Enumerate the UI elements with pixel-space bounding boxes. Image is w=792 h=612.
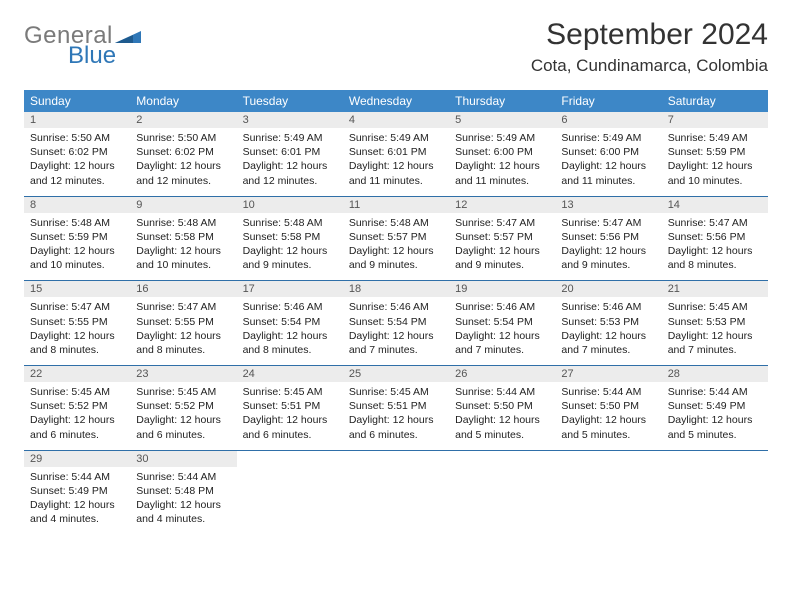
day-data-cell: Sunrise: 5:49 AMSunset: 5:59 PMDaylight:… bbox=[662, 128, 768, 196]
day-number: 2 bbox=[130, 112, 236, 128]
calendar-table: SundayMondayTuesdayWednesdayThursdayFrid… bbox=[24, 90, 768, 534]
day-data-cell: Sunrise: 5:47 AMSunset: 5:57 PMDaylight:… bbox=[449, 213, 555, 281]
day-number: 17 bbox=[237, 281, 343, 297]
day-number bbox=[237, 451, 343, 467]
logo: General Blue bbox=[24, 18, 141, 68]
day-number bbox=[555, 451, 661, 467]
logo-flag-icon bbox=[115, 25, 141, 47]
day-number: 5 bbox=[449, 112, 555, 128]
day-number: 7 bbox=[662, 112, 768, 128]
day-data-cell bbox=[343, 467, 449, 535]
day-data-cell bbox=[662, 467, 768, 535]
day-data-cell: Sunrise: 5:48 AMSunset: 5:58 PMDaylight:… bbox=[130, 213, 236, 281]
day-number: 4 bbox=[343, 112, 449, 128]
day-number-row: 15161718192021 bbox=[24, 281, 768, 297]
day-number: 29 bbox=[24, 451, 130, 467]
day-number-row: 22232425262728 bbox=[24, 366, 768, 382]
day-data-cell: Sunrise: 5:49 AMSunset: 6:01 PMDaylight:… bbox=[343, 128, 449, 196]
day-number: 23 bbox=[130, 366, 236, 382]
day-data-cell: Sunrise: 5:48 AMSunset: 5:58 PMDaylight:… bbox=[237, 213, 343, 281]
day-number: 22 bbox=[24, 366, 130, 382]
day-number: 30 bbox=[130, 451, 236, 467]
day-data-cell: Sunrise: 5:46 AMSunset: 5:53 PMDaylight:… bbox=[555, 297, 661, 365]
day-of-week-header: Monday bbox=[130, 90, 236, 112]
day-number: 24 bbox=[237, 366, 343, 382]
day-data-row: Sunrise: 5:47 AMSunset: 5:55 PMDaylight:… bbox=[24, 297, 768, 365]
day-data-cell: Sunrise: 5:48 AMSunset: 5:59 PMDaylight:… bbox=[24, 213, 130, 281]
day-number bbox=[343, 451, 449, 467]
day-data-row: Sunrise: 5:44 AMSunset: 5:49 PMDaylight:… bbox=[24, 467, 768, 535]
calendar-page: General Blue September 2024 Cota, Cundin… bbox=[0, 0, 792, 552]
day-number: 13 bbox=[555, 197, 661, 213]
day-number: 19 bbox=[449, 281, 555, 297]
day-of-week-header: Tuesday bbox=[237, 90, 343, 112]
day-number: 1 bbox=[24, 112, 130, 128]
day-of-week-header: Saturday bbox=[662, 90, 768, 112]
day-data-cell bbox=[237, 467, 343, 535]
day-number: 14 bbox=[662, 197, 768, 213]
day-data-cell: Sunrise: 5:44 AMSunset: 5:48 PMDaylight:… bbox=[130, 467, 236, 535]
day-of-week-header: Thursday bbox=[449, 90, 555, 112]
day-data-cell: Sunrise: 5:45 AMSunset: 5:51 PMDaylight:… bbox=[237, 382, 343, 450]
day-number: 26 bbox=[449, 366, 555, 382]
day-data-cell: Sunrise: 5:46 AMSunset: 5:54 PMDaylight:… bbox=[237, 297, 343, 365]
day-data-cell: Sunrise: 5:47 AMSunset: 5:55 PMDaylight:… bbox=[24, 297, 130, 365]
day-of-week-row: SundayMondayTuesdayWednesdayThursdayFrid… bbox=[24, 90, 768, 112]
day-number: 16 bbox=[130, 281, 236, 297]
day-data-cell: Sunrise: 5:45 AMSunset: 5:53 PMDaylight:… bbox=[662, 297, 768, 365]
day-number: 12 bbox=[449, 197, 555, 213]
day-number: 25 bbox=[343, 366, 449, 382]
day-data-cell: Sunrise: 5:46 AMSunset: 5:54 PMDaylight:… bbox=[449, 297, 555, 365]
day-data-cell: Sunrise: 5:44 AMSunset: 5:50 PMDaylight:… bbox=[449, 382, 555, 450]
day-number: 8 bbox=[24, 197, 130, 213]
day-number-row: 891011121314 bbox=[24, 197, 768, 213]
day-number: 21 bbox=[662, 281, 768, 297]
day-data-row: Sunrise: 5:48 AMSunset: 5:59 PMDaylight:… bbox=[24, 213, 768, 281]
day-number: 3 bbox=[237, 112, 343, 128]
day-data-row: Sunrise: 5:45 AMSunset: 5:52 PMDaylight:… bbox=[24, 382, 768, 450]
day-data-cell: Sunrise: 5:46 AMSunset: 5:54 PMDaylight:… bbox=[343, 297, 449, 365]
day-number-row: 2930 bbox=[24, 451, 768, 467]
day-data-cell: Sunrise: 5:49 AMSunset: 6:00 PMDaylight:… bbox=[449, 128, 555, 196]
month-title: September 2024 bbox=[531, 18, 768, 52]
day-data-cell bbox=[449, 467, 555, 535]
day-number bbox=[662, 451, 768, 467]
day-data-cell: Sunrise: 5:50 AMSunset: 6:02 PMDaylight:… bbox=[130, 128, 236, 196]
day-data-cell: Sunrise: 5:44 AMSunset: 5:50 PMDaylight:… bbox=[555, 382, 661, 450]
day-data-cell: Sunrise: 5:48 AMSunset: 5:57 PMDaylight:… bbox=[343, 213, 449, 281]
day-of-week-header: Sunday bbox=[24, 90, 130, 112]
day-number: 28 bbox=[662, 366, 768, 382]
day-number: 11 bbox=[343, 197, 449, 213]
day-data-row: Sunrise: 5:50 AMSunset: 6:02 PMDaylight:… bbox=[24, 128, 768, 196]
day-data-cell: Sunrise: 5:44 AMSunset: 5:49 PMDaylight:… bbox=[662, 382, 768, 450]
day-number-row: 1234567 bbox=[24, 112, 768, 128]
day-number bbox=[449, 451, 555, 467]
day-data-cell: Sunrise: 5:49 AMSunset: 6:01 PMDaylight:… bbox=[237, 128, 343, 196]
header: General Blue September 2024 Cota, Cundin… bbox=[24, 18, 768, 76]
day-data-cell: Sunrise: 5:47 AMSunset: 5:56 PMDaylight:… bbox=[662, 213, 768, 281]
day-data-cell: Sunrise: 5:47 AMSunset: 5:55 PMDaylight:… bbox=[130, 297, 236, 365]
day-data-cell: Sunrise: 5:45 AMSunset: 5:52 PMDaylight:… bbox=[24, 382, 130, 450]
day-number: 27 bbox=[555, 366, 661, 382]
day-data-cell bbox=[555, 467, 661, 535]
day-data-cell: Sunrise: 5:44 AMSunset: 5:49 PMDaylight:… bbox=[24, 467, 130, 535]
day-number: 15 bbox=[24, 281, 130, 297]
day-number: 6 bbox=[555, 112, 661, 128]
logo-text-blue: Blue bbox=[68, 44, 116, 68]
day-number: 10 bbox=[237, 197, 343, 213]
day-number: 9 bbox=[130, 197, 236, 213]
day-number: 20 bbox=[555, 281, 661, 297]
day-data-cell: Sunrise: 5:45 AMSunset: 5:51 PMDaylight:… bbox=[343, 382, 449, 450]
title-block: September 2024 Cota, Cundinamarca, Colom… bbox=[531, 18, 768, 76]
day-of-week-header: Wednesday bbox=[343, 90, 449, 112]
day-of-week-header: Friday bbox=[555, 90, 661, 112]
day-data-cell: Sunrise: 5:49 AMSunset: 6:00 PMDaylight:… bbox=[555, 128, 661, 196]
location: Cota, Cundinamarca, Colombia bbox=[531, 56, 768, 76]
day-number: 18 bbox=[343, 281, 449, 297]
day-data-cell: Sunrise: 5:45 AMSunset: 5:52 PMDaylight:… bbox=[130, 382, 236, 450]
day-data-cell: Sunrise: 5:47 AMSunset: 5:56 PMDaylight:… bbox=[555, 213, 661, 281]
day-data-cell: Sunrise: 5:50 AMSunset: 6:02 PMDaylight:… bbox=[24, 128, 130, 196]
